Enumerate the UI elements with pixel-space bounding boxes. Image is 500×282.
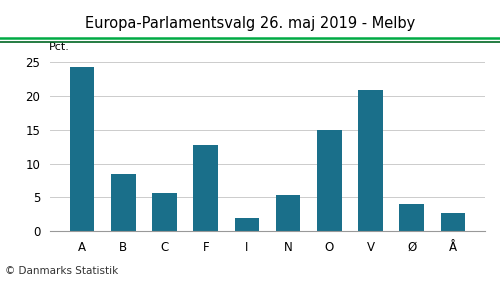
Bar bbox=[358, 90, 383, 231]
Text: © Danmarks Statistik: © Danmarks Statistik bbox=[5, 266, 118, 276]
Bar bbox=[194, 145, 218, 231]
Bar bbox=[276, 195, 300, 231]
Text: Europa-Parlamentsvalg 26. maj 2019 - Melby: Europa-Parlamentsvalg 26. maj 2019 - Mel… bbox=[85, 16, 415, 32]
Bar bbox=[152, 193, 177, 231]
Bar bbox=[440, 213, 465, 231]
Bar bbox=[70, 67, 94, 231]
Text: Pct.: Pct. bbox=[49, 42, 70, 52]
Bar bbox=[317, 130, 342, 231]
Bar bbox=[234, 218, 260, 231]
Bar bbox=[400, 204, 424, 231]
Bar bbox=[111, 174, 136, 231]
